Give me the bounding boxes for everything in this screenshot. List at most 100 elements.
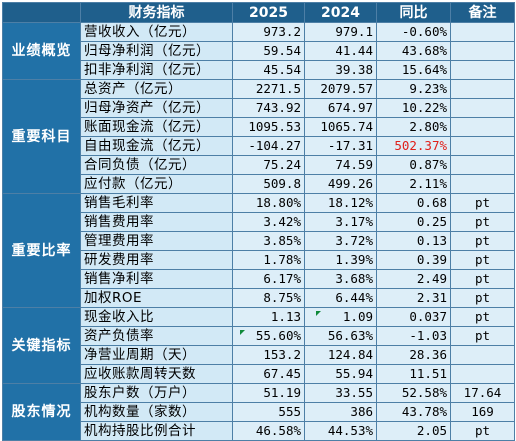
table-row: 业绩概览 营收收入（亿元） 973.2 979.1 -0.60% [2,22,515,80]
value-2025-cell: 18.80% [232,193,305,213]
note-cell [450,60,515,80]
indicator-cell: 应收账款周转天数 [80,364,233,384]
value-2024-cell: 55.94 [304,364,377,384]
yoy-cell: 2.05 [376,421,451,441]
indicator-cell: 管理费用率 [80,231,233,251]
value-2025-cell: 51.19 [232,383,305,403]
table-row: 归母净利润（亿元） 59.54 41.44 43.68% [3,41,515,61]
table-row: 加权ROE 8.75% 6.44% 2.31 pt [3,288,515,308]
value-2024-cell: 41.44 [304,41,377,61]
value-2025-cell: -104.27 [232,136,305,156]
indicator-cell: 自由现金流（亿元） [80,136,233,156]
indicator-cell: 归母净利润（亿元） [80,41,233,61]
comment-marker-icon [316,311,321,316]
value-2024-cell: 979.1 [304,22,377,42]
value-2025-cell: 2271.5 [232,79,305,99]
note-cell: pt [450,231,515,251]
category-cell: 重要比率 [2,193,81,308]
header-category [2,2,81,23]
note-cell [450,174,515,194]
indicator-cell: 股东户数（万户） [80,383,233,403]
yoy-cell: 52.58% [376,383,451,403]
value-2024-cell: -17.31 [304,136,377,156]
indicator-cell: 现金收入比 [80,307,233,327]
value-2024-cell: 674.97 [304,98,377,118]
value-2025-cell: 6.17% [232,269,305,289]
comment-marker-icon [240,330,245,335]
value-2025-cell: 75.24 [232,155,305,175]
value-2024-cell: 6.44% [304,288,377,308]
yoy-cell: 43.78% [376,402,451,422]
indicator-cell: 合同负债（亿元） [80,155,233,175]
yoy-cell: 0.68 [376,193,451,213]
indicator-cell: 销售净利率 [80,269,233,289]
indicator-cell: 机构数量（家数） [80,402,233,422]
yoy-cell: 43.68% [376,41,451,61]
value-2025-cell: 743.92 [232,98,305,118]
indicator-cell: 加权ROE [80,288,233,308]
note-cell: 169 [450,402,515,422]
note-cell: pt [450,288,515,308]
header-yoy: 同比 [376,2,451,23]
value-2024-cell: 56.63% [304,326,377,346]
note-cell: pt [450,212,515,232]
value-2025-cell: 3.42% [232,212,305,232]
note-cell: pt [450,269,515,289]
value-2024-cell: 1.09 [304,307,377,327]
table-row: 机构数量（家数） 555 386 43.78% 169 [3,402,515,422]
indicator-cell: 机构持股比例合计 [80,421,233,441]
value-2024-cell: 33.55 [304,383,377,403]
indicator-cell: 净营业周期（天） [80,345,233,365]
value-2024-cell: 18.12% [304,193,377,213]
yoy-cell: 10.22% [376,98,451,118]
value-2024-cell: 386 [304,402,377,422]
header-2025: 2025 [232,2,305,23]
indicator-cell: 归母净资产（亿元） [80,98,233,118]
table-row: 账面现金流（亿元） 1095.53 1065.74 2.80% [3,117,515,137]
note-cell [450,79,515,99]
yoy-cell: 502.37% [376,136,451,156]
value-2025-cell: 45.54 [232,60,305,80]
value-2024-cell: 39.38 [304,60,377,80]
value-2025-cell: 1095.53 [232,117,305,137]
header-row: 财务指标 2025 2024 同比 备注 [2,2,515,23]
indicator-cell: 研发费用率 [80,250,233,270]
note-cell [450,117,515,137]
value-2025-cell: 8.75% [232,288,305,308]
value-2025-cell: 153.2 [232,345,305,365]
value-2025-cell: 3.85% [232,231,305,251]
indicator-cell: 应付款（亿元） [80,174,233,194]
indicator-cell: 资产负债率 [80,326,233,346]
note-cell [450,136,515,156]
yoy-cell: 11.51 [376,364,451,384]
indicator-cell: 营收收入（亿元） [80,22,233,42]
table-row: 净营业周期（天） 153.2 124.84 28.36 [3,345,515,365]
yoy-cell: -1.03 [376,326,451,346]
value-2024-cell: 44.53% [304,421,377,441]
yoy-cell: 2.80% [376,117,451,137]
indicator-cell: 销售毛利率 [80,193,233,213]
table-row: 管理费用率 3.85% 3.72% 0.13 pt [3,231,515,251]
yoy-cell: 2.31 [376,288,451,308]
yoy-cell: 0.13 [376,231,451,251]
yoy-cell: 0.87% [376,155,451,175]
value-2025-cell: 973.2 [232,22,305,42]
value-2024-cell: 3.68% [304,269,377,289]
value-2025-cell: 67.45 [232,364,305,384]
note-cell [450,98,515,118]
value-2024-cell: 1065.74 [304,117,377,137]
value-2025-cell: 46.58% [232,421,305,441]
yoy-cell: 0.25 [376,212,451,232]
value-2024-cell: 3.17% [304,212,377,232]
table-row: 研发费用率 1.78% 1.39% 0.39 pt [3,250,515,270]
note-cell: pt [450,326,515,346]
value-2024-cell: 124.84 [304,345,377,365]
note-cell [450,345,515,365]
value-2025-cell: 1.78% [232,250,305,270]
table-row: 关键指标 现金收入比 1.13 1.09 0.037 pt [2,307,515,384]
header-indicator: 财务指标 [80,2,233,23]
note-cell [450,364,515,384]
yoy-cell: 15.64% [376,60,451,80]
note-cell: pt [450,193,515,213]
